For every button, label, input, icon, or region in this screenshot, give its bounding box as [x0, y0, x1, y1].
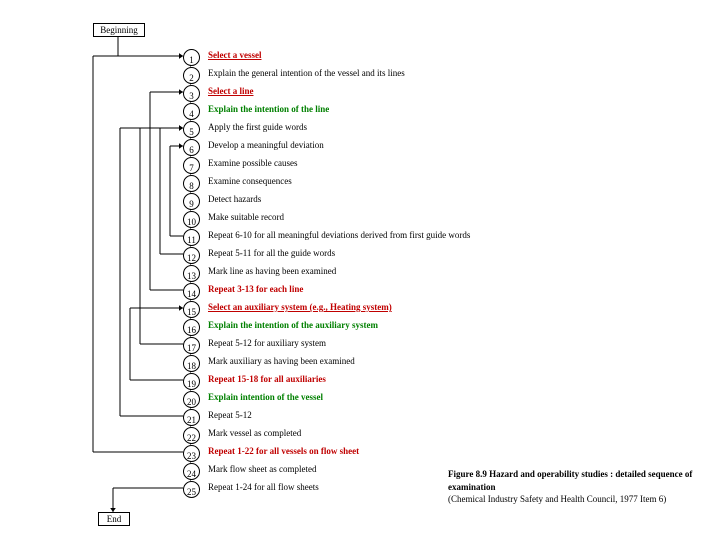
step-20-circle: 20 [183, 391, 200, 408]
caption-line-2: (Chemical Industry Safety and Health Cou… [448, 494, 666, 504]
step-17-text: Repeat 5-12 for auxiliary system [208, 339, 326, 348]
step-19-circle: 19 [183, 373, 200, 390]
step-7-text: Examine possible causes [208, 159, 297, 168]
step-11-circle: 11 [183, 229, 200, 246]
step-13-circle: 13 [183, 265, 200, 282]
step-6-text: Develop a meaningful deviation [208, 141, 324, 150]
step-24-number: 24 [184, 467, 199, 482]
step-3-text: Select a line [208, 87, 254, 96]
step-4-number: 4 [184, 107, 199, 122]
step-11-number: 11 [184, 233, 199, 248]
step-8-circle: 8 [183, 175, 200, 192]
step-7-number: 7 [184, 161, 199, 176]
step-9-text: Detect hazards [208, 195, 261, 204]
step-23-number: 23 [184, 449, 199, 464]
step-10-number: 10 [184, 215, 199, 230]
step-16-circle: 16 [183, 319, 200, 336]
step-13-text: Mark line as having been examined [208, 267, 336, 276]
figure-caption: Figure 8.9 Hazard and operability studie… [448, 468, 720, 506]
step-18-number: 18 [184, 359, 199, 374]
step-3-circle: 3 [183, 85, 200, 102]
step-5-circle: 5 [183, 121, 200, 138]
step-10-text: Make suitable record [208, 213, 284, 222]
step-16-number: 16 [184, 323, 199, 338]
step-19-number: 19 [184, 377, 199, 392]
step-8-text: Examine consequences [208, 177, 292, 186]
caption-line-1: Figure 8.9 Hazard and operability studie… [448, 469, 692, 492]
step-6-circle: 6 [183, 139, 200, 156]
step-11-text: Repeat 6-10 for all meaningful deviation… [208, 231, 470, 240]
end-box: End [98, 512, 130, 526]
step-12-text: Repeat 5-11 for all the guide words [208, 249, 335, 258]
step-5-number: 5 [184, 125, 199, 140]
step-12-number: 12 [184, 251, 199, 266]
step-17-number: 17 [184, 341, 199, 356]
step-18-text: Mark auxiliary as having been examined [208, 357, 355, 366]
step-6-number: 6 [184, 143, 199, 158]
step-21-circle: 21 [183, 409, 200, 426]
step-21-number: 21 [184, 413, 199, 428]
step-20-number: 20 [184, 395, 199, 410]
step-25-text: Repeat 1-24 for all flow sheets [208, 483, 319, 492]
step-8-number: 8 [184, 179, 199, 194]
beginning-box: Beginning [93, 23, 145, 37]
step-16-text: Explain the intention of the auxiliary s… [208, 321, 378, 330]
step-24-text: Mark flow sheet as completed [208, 465, 316, 474]
step-2-text: Explain the general intention of the ves… [208, 69, 405, 78]
step-15-text: Select an auxiliary system (e.g., Heatin… [208, 303, 392, 312]
step-22-number: 22 [184, 431, 199, 446]
step-12-circle: 12 [183, 247, 200, 264]
step-4-circle: 4 [183, 103, 200, 120]
step-2-circle: 2 [183, 67, 200, 84]
step-22-circle: 22 [183, 427, 200, 444]
step-13-number: 13 [184, 269, 199, 284]
step-5-text: Apply the first guide words [208, 123, 307, 132]
step-14-circle: 14 [183, 283, 200, 300]
step-15-circle: 15 [183, 301, 200, 318]
step-14-text: Repeat 3-13 for each line [208, 285, 303, 294]
step-9-number: 9 [184, 197, 199, 212]
step-14-number: 14 [184, 287, 199, 302]
step-20-text: Explain intention of the vessel [208, 393, 323, 402]
step-1-circle: 1 [183, 49, 200, 66]
step-24-circle: 24 [183, 463, 200, 480]
step-1-number: 1 [184, 53, 199, 68]
step-7-circle: 7 [183, 157, 200, 174]
step-23-text: Repeat 1-22 for all vessels on flow shee… [208, 447, 359, 456]
step-4-text: Explain the intention of the line [208, 105, 329, 114]
step-23-circle: 23 [183, 445, 200, 462]
step-25-number: 25 [184, 485, 199, 500]
step-15-number: 15 [184, 305, 199, 320]
step-3-number: 3 [184, 89, 199, 104]
step-25-circle: 25 [183, 481, 200, 498]
step-22-text: Mark vessel as completed [208, 429, 301, 438]
step-10-circle: 10 [183, 211, 200, 228]
step-19-text: Repeat 15-18 for all auxiliaries [208, 375, 326, 384]
step-21-text: Repeat 5-12 [208, 411, 252, 420]
step-1-text: Select a vessel [208, 51, 261, 60]
step-9-circle: 9 [183, 193, 200, 210]
step-17-circle: 17 [183, 337, 200, 354]
step-18-circle: 18 [183, 355, 200, 372]
step-2-number: 2 [184, 71, 199, 86]
